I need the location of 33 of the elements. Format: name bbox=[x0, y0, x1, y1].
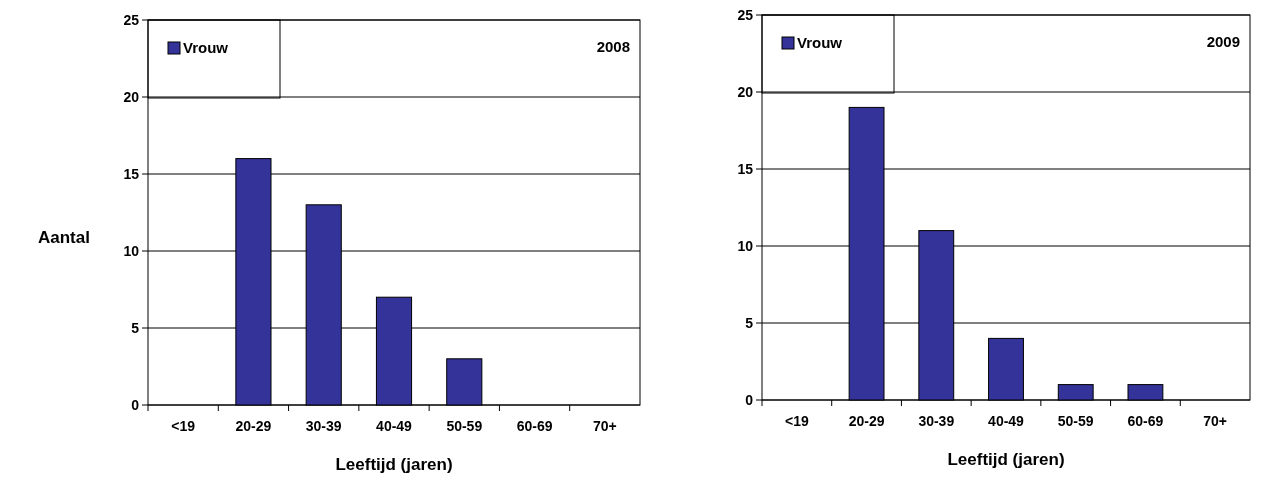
x-tick-label: 70+ bbox=[592, 418, 617, 434]
x-tick-label: 60-69 bbox=[516, 418, 553, 434]
x-axis-title: Leeftijd (jaren) bbox=[335, 455, 453, 474]
y-tick-label: 25 bbox=[737, 6, 754, 23]
x-tick-label: 40-49 bbox=[376, 418, 413, 434]
y-tick-label: 20 bbox=[123, 88, 140, 105]
y-tick-label: 20 bbox=[737, 83, 754, 100]
x-tick-label: 30-39 bbox=[918, 413, 955, 429]
y-tick-label: 5 bbox=[131, 319, 140, 336]
legend-label: Vrouw bbox=[183, 39, 229, 56]
y-tick-label: 10 bbox=[737, 237, 754, 254]
y-tick-label: 15 bbox=[737, 160, 754, 177]
y-tick-label: 0 bbox=[131, 396, 140, 413]
y-tick-label: 15 bbox=[123, 165, 140, 182]
text: 2008 bbox=[596, 38, 630, 55]
legend-label: Vrouw bbox=[797, 34, 843, 51]
y-tick-label: 5 bbox=[745, 314, 754, 331]
x-tick-label: 60-69 bbox=[1127, 413, 1164, 429]
x-tick-label: <19 bbox=[171, 418, 196, 434]
x-tick-label: 30-39 bbox=[305, 418, 342, 434]
y-tick-label: 0 bbox=[745, 391, 754, 408]
x-tick-label: 40-49 bbox=[988, 413, 1025, 429]
y-tick-label: 25 bbox=[123, 11, 140, 28]
x-tick-label: 20-29 bbox=[848, 413, 885, 429]
text: 2009 bbox=[1206, 33, 1240, 50]
x-axis-title: Leeftijd (jaren) bbox=[947, 450, 1065, 469]
x-tick-label: 50-59 bbox=[1057, 413, 1094, 429]
y-axis-title: Aantal bbox=[38, 227, 90, 247]
y-tick-label: 10 bbox=[123, 242, 140, 259]
x-tick-label: <19 bbox=[784, 413, 809, 429]
x-tick-label: 20-29 bbox=[235, 418, 272, 434]
x-tick-label: 70+ bbox=[1203, 413, 1228, 429]
x-tick-label: 50-59 bbox=[446, 418, 483, 434]
